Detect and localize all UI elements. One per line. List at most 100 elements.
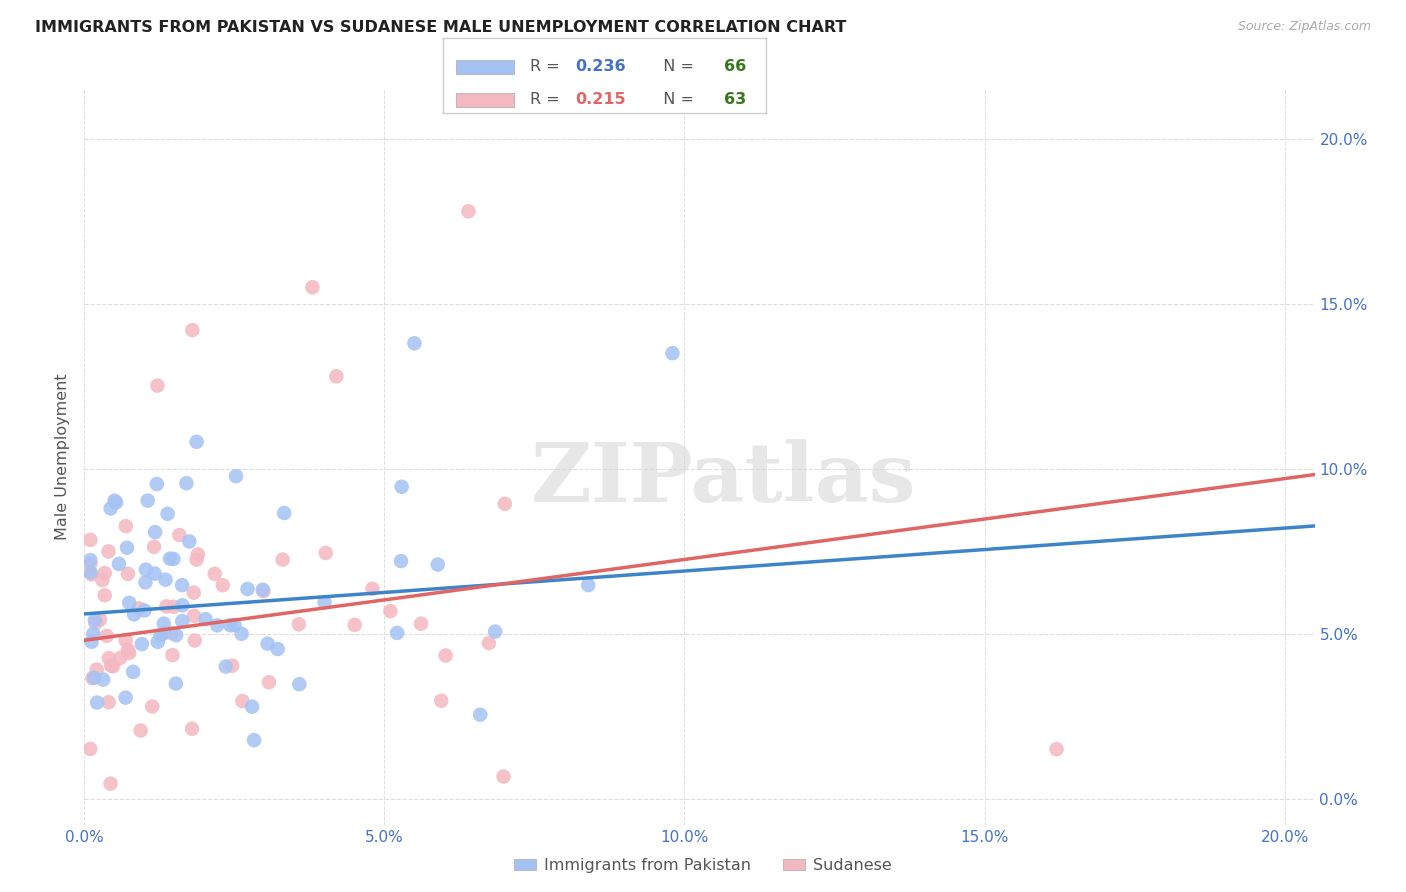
Point <box>117 643 139 657</box>
Point <box>100 501 122 516</box>
Point <box>83 613 105 627</box>
Point <box>391 480 413 494</box>
Legend: Immigrants from Pakistan, Sudanese: Immigrants from Pakistan, Sudanese <box>508 852 898 880</box>
Point <box>576 578 599 592</box>
Point <box>155 573 177 587</box>
Point <box>97 544 120 558</box>
Point <box>114 519 136 533</box>
Point <box>117 566 139 581</box>
Text: R =: R = <box>530 60 565 74</box>
Point <box>110 651 132 665</box>
Text: Source: ZipAtlas.com: Source: ZipAtlas.com <box>1237 20 1371 33</box>
FancyBboxPatch shape <box>456 93 515 106</box>
Point <box>661 346 683 360</box>
Point <box>183 633 205 648</box>
Point <box>301 280 323 294</box>
Point <box>115 541 138 555</box>
Text: N =: N = <box>654 60 699 74</box>
Point <box>252 584 274 599</box>
Y-axis label: Male Unemployment: Male Unemployment <box>55 374 70 541</box>
Point <box>143 540 166 554</box>
Text: 63: 63 <box>724 92 747 107</box>
Text: ZIPatlas: ZIPatlas <box>531 439 917 519</box>
Point <box>225 469 247 483</box>
Point <box>224 618 246 632</box>
Point <box>143 525 166 540</box>
Point <box>160 626 183 640</box>
Point <box>82 627 104 641</box>
Point <box>186 552 208 566</box>
Point <box>80 567 103 582</box>
Point <box>91 573 114 587</box>
Point <box>82 671 104 685</box>
Point <box>181 722 204 736</box>
Point <box>79 566 101 580</box>
Point <box>172 599 194 613</box>
Point <box>149 628 172 642</box>
Point <box>183 585 205 599</box>
Point <box>243 733 266 747</box>
Point <box>236 582 259 596</box>
Point <box>128 601 150 615</box>
Point <box>288 677 311 691</box>
Point <box>266 642 288 657</box>
Point <box>143 566 166 581</box>
Point <box>170 578 193 592</box>
Point <box>492 770 515 784</box>
Point <box>219 618 242 632</box>
Point <box>134 603 156 617</box>
Point <box>215 659 238 673</box>
Point <box>434 648 457 663</box>
Point <box>84 616 107 631</box>
Point <box>93 566 115 580</box>
Point <box>361 582 384 596</box>
Point <box>122 607 145 622</box>
Point <box>93 588 115 602</box>
Text: IMMIGRANTS FROM PAKISTAN VS SUDANESE MALE UNEMPLOYMENT CORRELATION CHART: IMMIGRANTS FROM PAKISTAN VS SUDANESE MAL… <box>35 20 846 35</box>
Point <box>97 695 120 709</box>
Point <box>494 497 516 511</box>
Point <box>135 563 157 577</box>
Point <box>134 575 156 590</box>
Point <box>86 663 108 677</box>
Point <box>89 613 111 627</box>
Point <box>108 557 131 571</box>
Point <box>80 634 103 648</box>
Text: R =: R = <box>530 92 565 107</box>
Point <box>288 617 311 632</box>
Point <box>96 629 118 643</box>
Point <box>118 596 141 610</box>
Point <box>484 624 506 639</box>
Point <box>155 599 177 614</box>
Point <box>240 699 263 714</box>
Point <box>131 637 153 651</box>
Point <box>194 612 217 626</box>
Point <box>256 637 278 651</box>
Point <box>165 628 187 642</box>
Point <box>153 626 176 640</box>
Point <box>86 696 108 710</box>
Point <box>314 595 336 609</box>
Point <box>163 599 186 614</box>
Point <box>273 506 295 520</box>
Text: 0.215: 0.215 <box>575 92 626 107</box>
Point <box>183 608 205 623</box>
Point <box>79 553 101 567</box>
Point <box>83 671 105 685</box>
Point <box>231 627 253 641</box>
Point <box>186 434 208 449</box>
Point <box>380 604 402 618</box>
Point <box>146 635 169 649</box>
Point <box>470 707 492 722</box>
Point <box>79 557 101 571</box>
Point <box>176 476 198 491</box>
Point <box>156 507 179 521</box>
Point <box>165 676 187 690</box>
Point <box>205 618 228 632</box>
Point <box>141 699 163 714</box>
Point <box>101 659 124 673</box>
Point <box>252 582 274 597</box>
Point <box>122 665 145 679</box>
Point <box>271 552 294 566</box>
Point <box>105 495 128 509</box>
